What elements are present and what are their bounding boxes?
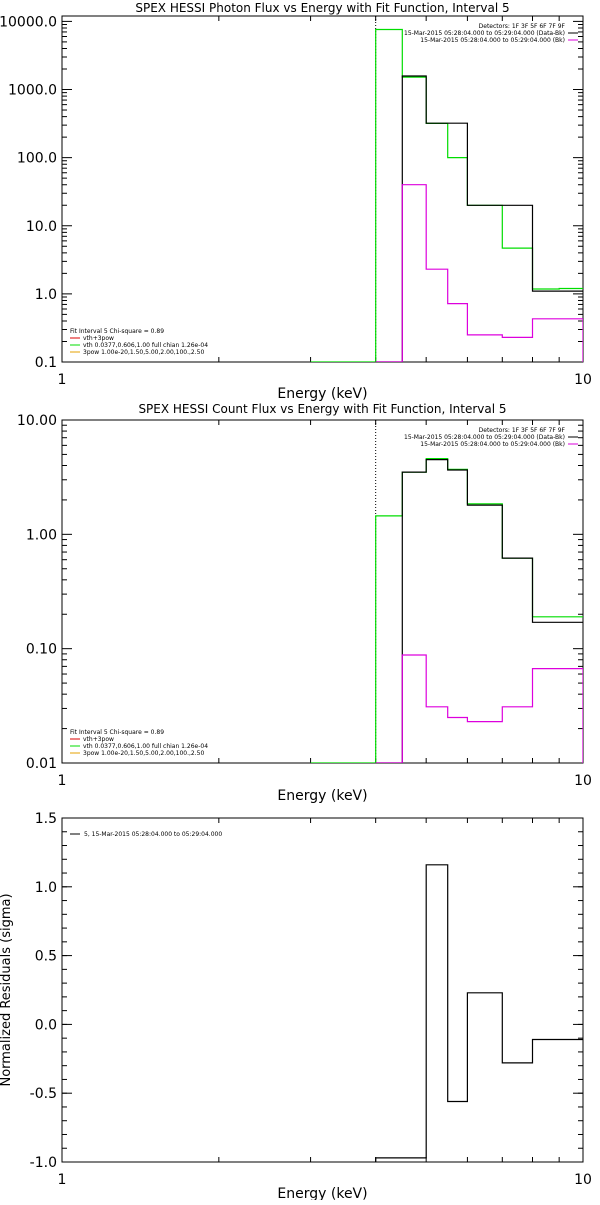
residuals-legend-entry: 5, 15-Mar-2015 05:28:04.000 to 05:29:04.… [84, 831, 222, 838]
photon-legend-entry: Fit Interval 5 Chi-square = 0.89 [70, 328, 164, 335]
residuals-y-axis-label: Normalized Residuals (sigma) [0, 893, 14, 1086]
count-xtick-label: 1 [58, 773, 67, 789]
count-series-black-line [375, 459, 583, 763]
count-title: SPEX HESSI Count Flux vs Energy with Fit… [138, 402, 506, 416]
count-ytick-label: 0.10 [26, 642, 57, 658]
photon-chart: SPEX HESSI Photon Flux vs Energy with Fi… [0, 1, 592, 402]
photon-plot-frame [61, 15, 584, 363]
residuals-chart: -1.0 -0.5 0.0 0.5 1.0 1.5 1 10 Energy (keV) Norma… [0, 811, 592, 1202]
photon-legend-entry: vth+3pow [83, 335, 114, 342]
count-series-green-line [310, 458, 583, 763]
photon-x-axis-label: Energy (keV) [277, 386, 367, 402]
count-legend-entry: vth 0.0377,0.606,1.00 full chian 1.26e-0… [83, 743, 208, 750]
residuals-series-black-line [375, 864, 583, 1162]
photon-legend-top-right: Detectors: 1F 3F 5F 6F 7F 9F15-Mar-2015 … [404, 23, 578, 44]
count-legend-entry: 15-Mar-2015 05:28:04.000 to 05:29:04.000… [420, 441, 565, 448]
residuals-x-axis-label: Energy (keV) [277, 1186, 367, 1200]
count-ytick-label: 10.00 [17, 413, 57, 429]
count-tick-marks [62, 420, 583, 763]
photon-series-green-line [310, 28, 583, 362]
photon-ytick-label: 0.1 [35, 355, 57, 371]
photon-legend-entry: Detectors: 1F 3F 5F 6F 7F 9F [479, 23, 566, 30]
count-legend-entry: 3pow 1.00e-20,1.50,5.00,2.00,100.,2.50 [83, 750, 204, 757]
photon-ytick-label: 10000.0 [0, 14, 57, 30]
count-xtick-label: 10 [574, 773, 592, 789]
photon-ytick-label: 10.0 [26, 219, 57, 235]
photon-ytick-label: 1.0 [35, 287, 57, 303]
residuals-ytick-label: 0.5 [35, 949, 57, 965]
photon-legend-entry: 15-Mar-2015 05:28:04.000 to 05:29:04.000… [404, 30, 565, 37]
photon-legend-bottom-left: Fit Interval 5 Chi-square = 0.89vth+3pow… [70, 328, 208, 356]
residuals-plot-frame [61, 817, 584, 1163]
count-plot-frame [61, 419, 584, 764]
residuals-xtick-label: 10 [574, 1172, 592, 1188]
photon-legend-entry: 15-Mar-2015 05:28:04.000 to 05:29:04.000… [420, 37, 565, 44]
count-legend-entry: 15-Mar-2015 05:28:04.000 to 05:29:04.000… [404, 434, 565, 441]
residuals-ytick-label: 1.5 [35, 811, 57, 827]
count-legend-entry: vth+3pow [83, 736, 114, 743]
photon-tick-marks [62, 16, 583, 362]
residuals-tick-marks [62, 817, 583, 1163]
count-chart: SPEX HESSI Count Flux vs Energy with Fit… [17, 402, 592, 804]
photon-legend-entry: vth 0.0377,0.606,1.00 full chian 1.26e-0… [83, 342, 208, 349]
photon-xtick-label: 10 [574, 372, 592, 388]
photon-series-black-line [375, 75, 583, 362]
photon-xtick-label: 1 [58, 372, 67, 388]
residuals-legend-top-left: 5, 15-Mar-2015 05:28:04.000 to 05:29:04.… [70, 831, 222, 838]
photon-title: SPEX HESSI Photon Flux vs Energy with Fi… [135, 1, 509, 15]
photon-ytick-label: 100.0 [17, 151, 57, 167]
count-legend-bottom-left: Fit Interval 5 Chi-square = 0.89vth+3pow… [70, 729, 208, 757]
count-x-axis-label: Energy (keV) [277, 788, 367, 804]
residuals-ytick-label: 1.0 [35, 880, 57, 896]
residuals-ytick-label: -1.0 [30, 1155, 57, 1171]
residuals-xtick-label: 1 [58, 1172, 67, 1188]
photon-legend-entry: 3pow 1.00e-20,1.50,5.00,2.00,100.,2.50 [83, 349, 204, 356]
count-ytick-label: 0.01 [26, 756, 57, 772]
count-series-magenta-line [375, 654, 583, 763]
count-ytick-label: 1.00 [26, 527, 57, 543]
count-legend-top-right: Detectors: 1F 3F 5F 6F 7F 9F15-Mar-2015 … [404, 427, 578, 448]
photon-ytick-label: 1000.0 [8, 83, 57, 99]
count-legend-entry: Detectors: 1F 3F 5F 6F 7F 9F [479, 427, 566, 434]
residuals-ytick-label: -0.5 [30, 1086, 57, 1102]
count-legend-entry: Fit Interval 5 Chi-square = 0.89 [70, 729, 164, 736]
residuals-ytick-label: 0.0 [35, 1017, 57, 1033]
photon-series-magenta-line [375, 184, 583, 362]
